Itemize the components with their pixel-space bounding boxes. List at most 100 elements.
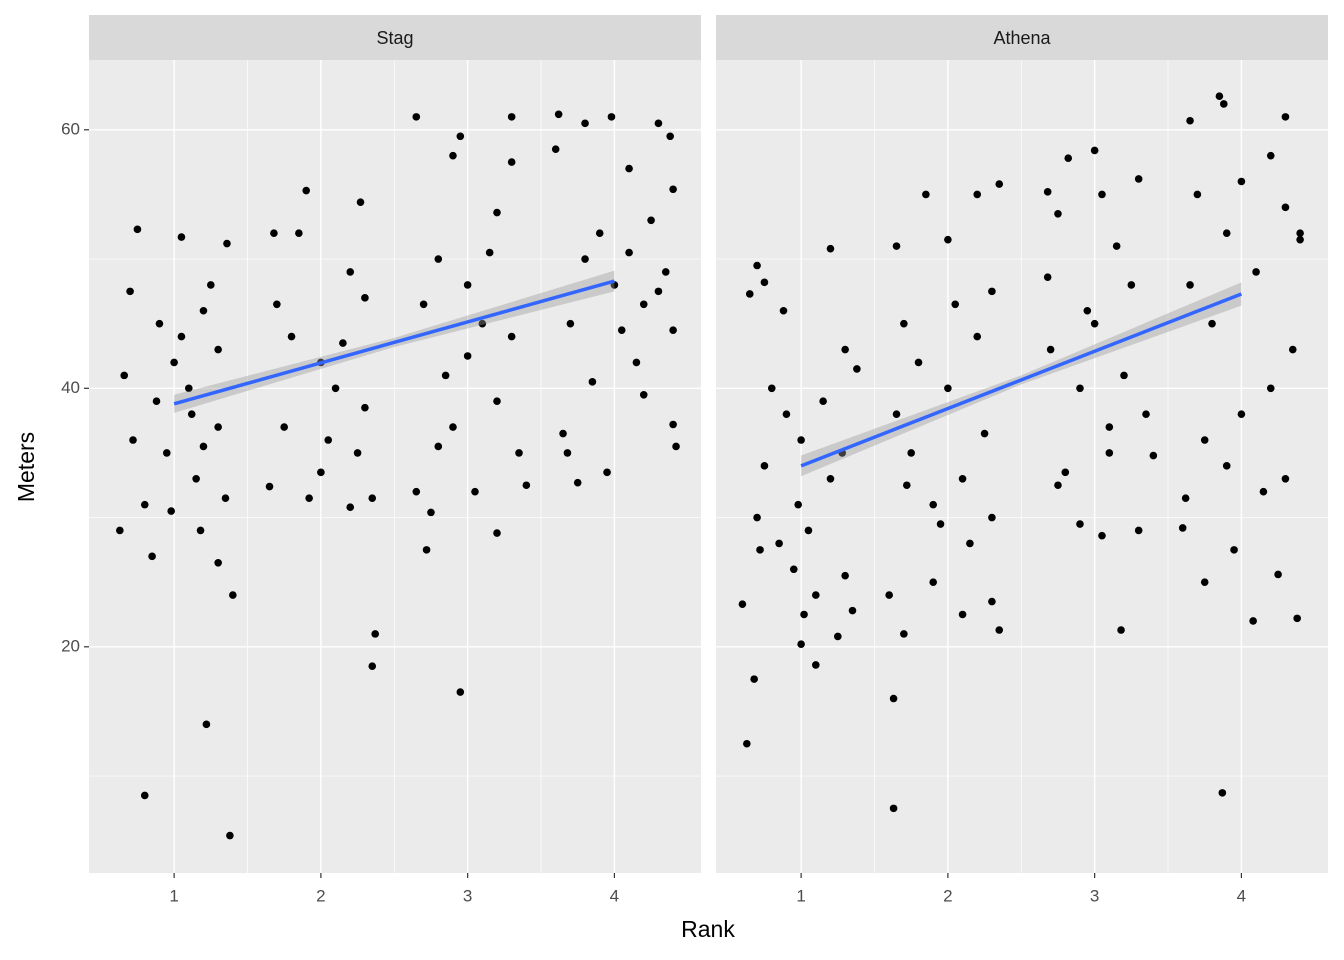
point bbox=[1281, 113, 1290, 121]
point bbox=[819, 397, 827, 406]
point bbox=[789, 565, 798, 574]
point bbox=[456, 132, 465, 141]
point bbox=[760, 278, 769, 287]
point bbox=[1090, 146, 1099, 155]
point bbox=[1186, 281, 1194, 289]
point bbox=[1293, 614, 1301, 623]
point bbox=[1186, 116, 1194, 125]
point bbox=[202, 720, 211, 729]
point bbox=[767, 384, 776, 393]
x-tick-label: 2 bbox=[316, 886, 325, 905]
point bbox=[356, 198, 365, 206]
point bbox=[317, 468, 325, 477]
point bbox=[434, 442, 443, 451]
point bbox=[324, 436, 333, 444]
point bbox=[902, 481, 911, 490]
point bbox=[493, 397, 501, 406]
point bbox=[988, 597, 996, 606]
point bbox=[1237, 177, 1246, 186]
point bbox=[980, 429, 989, 438]
point bbox=[566, 319, 575, 328]
point bbox=[1219, 100, 1228, 108]
point bbox=[133, 225, 142, 234]
point bbox=[944, 235, 952, 244]
point bbox=[1193, 190, 1202, 199]
point bbox=[126, 287, 134, 296]
point bbox=[944, 384, 952, 393]
point bbox=[441, 371, 450, 380]
point bbox=[1061, 468, 1070, 477]
point bbox=[270, 229, 278, 237]
point bbox=[1266, 151, 1275, 160]
point bbox=[900, 630, 908, 638]
point bbox=[485, 248, 494, 257]
point bbox=[1274, 570, 1282, 579]
point bbox=[346, 268, 355, 276]
point bbox=[554, 110, 563, 119]
point bbox=[1043, 273, 1052, 281]
point bbox=[914, 358, 923, 367]
point bbox=[1259, 487, 1268, 496]
point bbox=[1076, 520, 1084, 528]
point bbox=[273, 300, 281, 309]
point bbox=[804, 526, 813, 535]
point bbox=[573, 478, 582, 487]
point bbox=[1043, 188, 1052, 196]
point bbox=[223, 239, 231, 248]
point bbox=[1296, 235, 1304, 244]
point bbox=[229, 591, 237, 599]
point bbox=[152, 397, 161, 406]
point bbox=[841, 345, 849, 354]
point bbox=[1266, 384, 1275, 393]
point bbox=[167, 507, 175, 515]
point bbox=[929, 500, 938, 509]
point bbox=[140, 791, 149, 800]
point bbox=[1288, 345, 1297, 354]
x-tick-label: 4 bbox=[1237, 886, 1246, 905]
point bbox=[743, 739, 751, 748]
point bbox=[371, 630, 379, 638]
point bbox=[563, 449, 572, 457]
point bbox=[625, 164, 633, 173]
point bbox=[779, 306, 788, 315]
point bbox=[581, 119, 589, 128]
point bbox=[1120, 371, 1128, 380]
point bbox=[346, 503, 355, 512]
point bbox=[661, 268, 670, 276]
x-tick-label: 3 bbox=[1090, 886, 1099, 905]
panel-background bbox=[89, 60, 701, 873]
point bbox=[1098, 190, 1106, 199]
point bbox=[199, 306, 208, 315]
point bbox=[647, 216, 655, 225]
point bbox=[507, 332, 516, 341]
point bbox=[995, 626, 1004, 634]
point bbox=[221, 494, 230, 502]
point bbox=[214, 345, 222, 354]
fit-line bbox=[173, 279, 615, 406]
point bbox=[1076, 384, 1084, 393]
point bbox=[760, 462, 769, 470]
point bbox=[669, 420, 677, 429]
point bbox=[639, 390, 648, 399]
point bbox=[1064, 154, 1073, 163]
point bbox=[1046, 345, 1055, 354]
point bbox=[669, 185, 677, 194]
point bbox=[1127, 281, 1136, 289]
point bbox=[1218, 789, 1227, 797]
point bbox=[265, 482, 274, 491]
point bbox=[1178, 524, 1187, 532]
point bbox=[625, 248, 633, 257]
point bbox=[1215, 92, 1224, 100]
point bbox=[478, 319, 487, 328]
point bbox=[669, 326, 677, 334]
point bbox=[1222, 229, 1231, 237]
x-tick-label: 1 bbox=[796, 886, 805, 905]
point bbox=[782, 410, 791, 418]
point bbox=[672, 442, 680, 451]
point bbox=[434, 255, 443, 263]
point bbox=[287, 332, 296, 341]
point bbox=[632, 358, 641, 367]
point bbox=[922, 190, 930, 199]
point bbox=[129, 436, 137, 444]
